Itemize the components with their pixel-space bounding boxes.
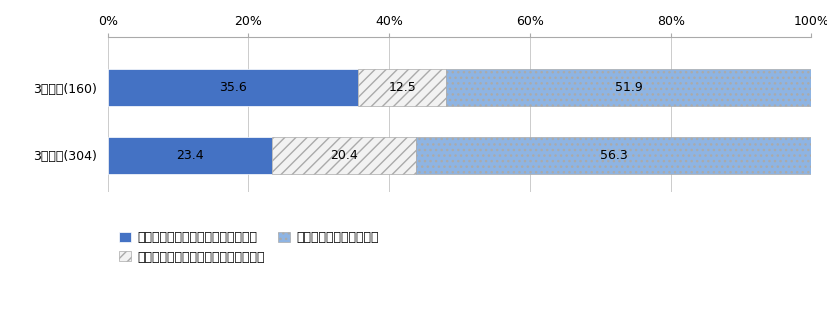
- Text: 51.9: 51.9: [614, 81, 642, 94]
- Bar: [108, 137, 272, 174]
- Bar: [108, 69, 358, 106]
- Bar: [358, 69, 446, 106]
- Bar: [415, 137, 811, 174]
- Text: 56.3: 56.3: [600, 148, 627, 162]
- Text: 35.6: 35.6: [219, 81, 246, 94]
- Text: 12.5: 12.5: [388, 81, 415, 94]
- Text: 20.4: 20.4: [330, 148, 357, 162]
- Bar: [272, 137, 415, 174]
- Bar: [446, 69, 810, 106]
- Text: 23.4: 23.4: [176, 148, 203, 162]
- Legend: 健康上の問題と事件が関連している, 健康上の問題と事件が関連していない, 健康上の問題はなかった: 健康上の問題と事件が関連している, 健康上の問題と事件が関連していない, 健康上…: [114, 226, 384, 268]
